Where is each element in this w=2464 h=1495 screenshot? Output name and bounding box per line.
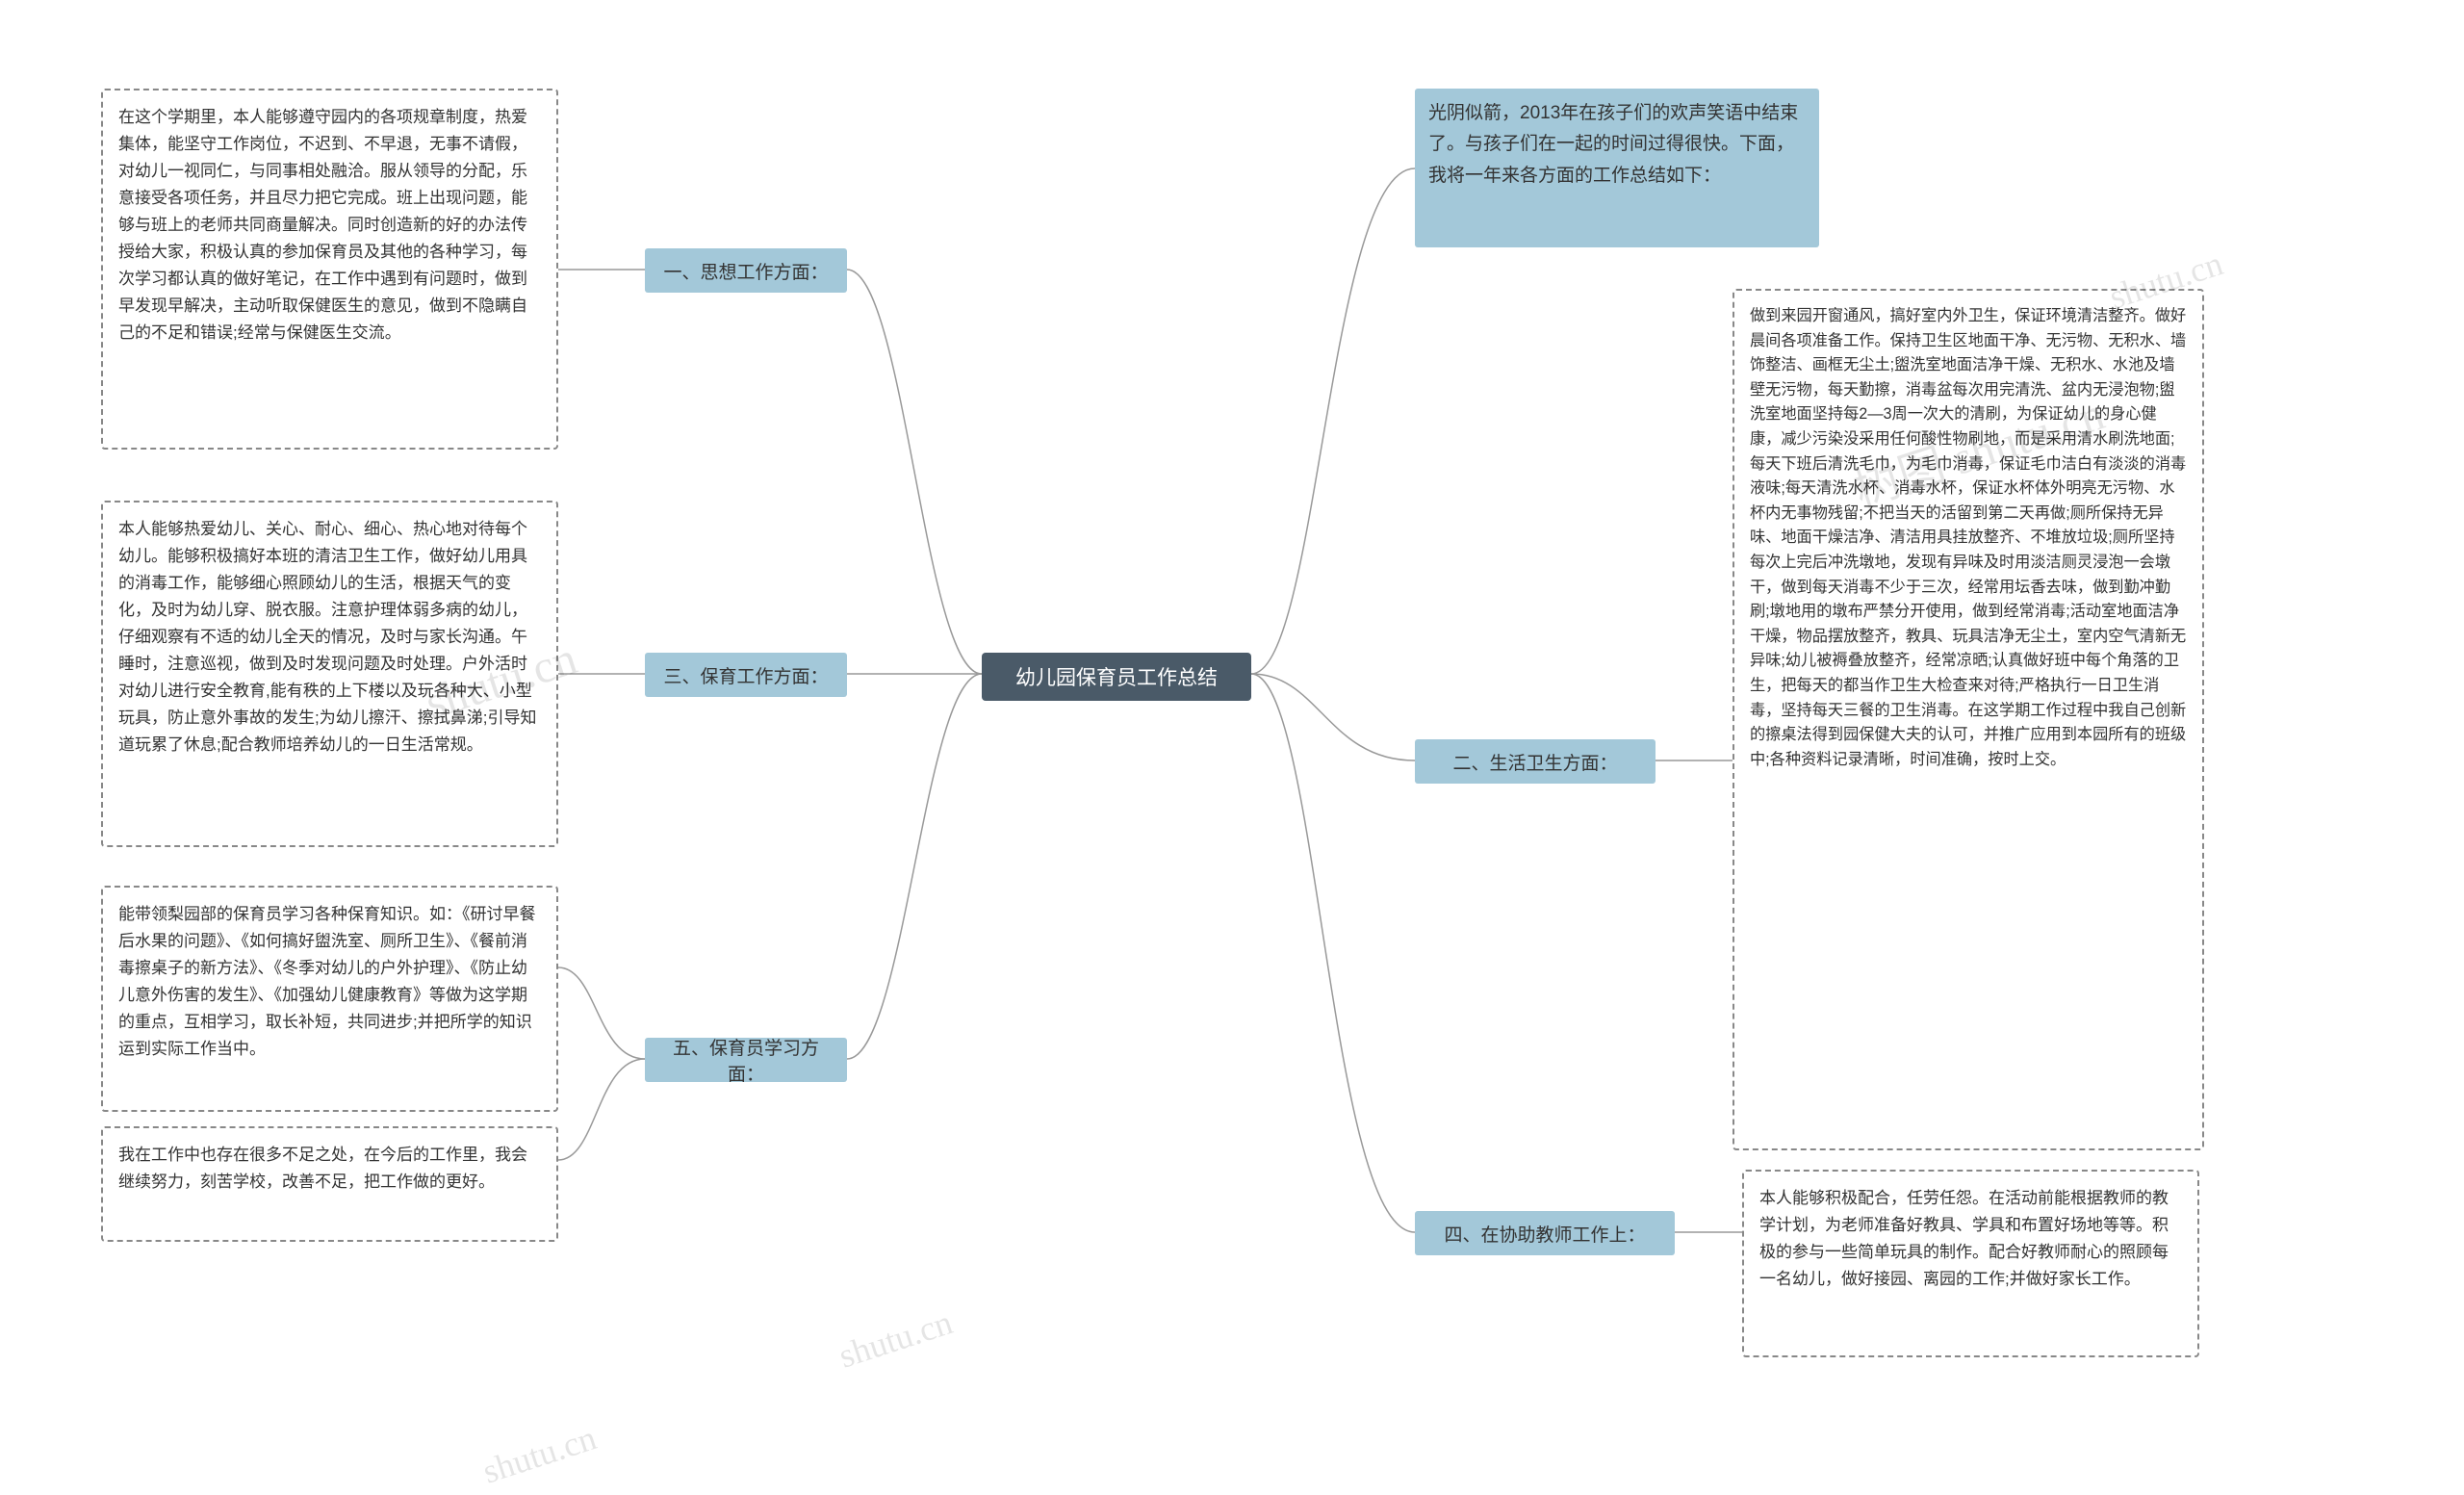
leaf-five-2-text: 我在工作中也存在很多不足之处，在今后的工作里，我会继续努力，刻苦学校，改善不足，… (118, 1142, 541, 1196)
center-node: 幼儿园保育员工作总结 (982, 653, 1251, 701)
leaf-two-1: 做到来园开窗通风，搞好室内外卫生，保证环境清洁整齐。做好晨间各项准备工作。保持卫… (1732, 289, 2204, 1150)
branch-three: 三、保育工作方面： (645, 653, 847, 697)
leaf-five-1: 能带领梨园部的保育员学习各种保育知识。如：《研讨早餐后水果的问题》、《如何搞好盥… (101, 886, 558, 1112)
leaf-four-1: 本人能够积极配合，任劳任怨。在活动前能根据教师的教学计划，为老师准备好教具、学具… (1742, 1170, 2199, 1357)
leaf-five-2: 我在工作中也存在很多不足之处，在今后的工作里，我会继续努力，刻苦学校，改善不足，… (101, 1126, 558, 1242)
branch-two: 二、生活卫生方面： (1415, 739, 1656, 784)
leaf-one-1: 在这个学期里，本人能够遵守园内的各项规章制度，热爱集体，能坚守工作岗位，不迟到、… (101, 89, 558, 450)
watermark-3: shutu.cn (834, 1302, 957, 1376)
branch-five: 五、保育员学习方面： (645, 1038, 847, 1082)
branch-three-label: 三、保育工作方面： (663, 662, 828, 688)
intro-box: 光阴似箭，2013年在孩子们的欢声笑语中结束了。与孩子们在一起的时间过得很快。下… (1415, 89, 1819, 247)
center-label: 幼儿园保育员工作总结 (1015, 662, 1218, 691)
leaf-two-1-text: 做到来园开窗通风，搞好室内外卫生，保证环境清洁整齐。做好晨间各项准备工作。保持卫… (1750, 304, 2187, 772)
branch-four: 四、在协助教师工作上： (1415, 1211, 1675, 1255)
leaf-four-1-text: 本人能够积极配合，任劳任怨。在活动前能根据教师的教学计划，为老师准备好教具、学具… (1759, 1185, 2182, 1293)
watermark-4: shutu.cn (477, 1417, 601, 1491)
watermark-4-text: shutu.cn (478, 1418, 601, 1490)
branch-one: 一、思想工作方面： (645, 248, 847, 293)
intro-text: 光阴似箭，2013年在孩子们的欢声笑语中结束了。与孩子们在一起的时间过得很快。下… (1428, 98, 1806, 192)
leaf-three-1-text: 本人能够热爱幼儿、关心、耐心、细心、热心地对待每个幼儿。能够积极搞好本班的清洁卫… (118, 516, 541, 759)
leaf-three-1: 本人能够热爱幼儿、关心、耐心、细心、热心地对待每个幼儿。能够积极搞好本班的清洁卫… (101, 501, 558, 847)
branch-four-label: 四、在协助教师工作上： (1444, 1221, 1645, 1247)
leaf-one-1-text: 在这个学期里，本人能够遵守园内的各项规章制度，热爱集体，能坚守工作岗位，不迟到、… (118, 104, 541, 347)
leaf-five-1-text: 能带领梨园部的保育员学习各种保育知识。如：《研讨早餐后水果的问题》、《如何搞好盥… (118, 901, 541, 1063)
watermark-3-text: shutu.cn (834, 1302, 957, 1375)
branch-one-label: 一、思想工作方面： (663, 258, 828, 284)
branch-five-label: 五、保育员学习方面： (658, 1034, 834, 1086)
branch-two-label: 二、生活卫生方面： (1452, 749, 1617, 775)
